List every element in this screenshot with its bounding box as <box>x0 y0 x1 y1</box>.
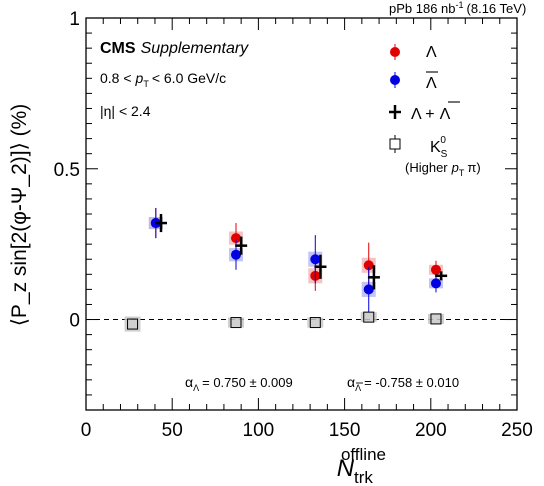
legend-marker-combined <box>389 105 401 119</box>
data-point <box>230 233 241 244</box>
syst-box <box>360 312 377 323</box>
alpha-antilambda-label: αΛ = -0.758 ± 0.010 <box>347 374 459 393</box>
x-tick-label: 0 <box>81 420 92 441</box>
y-axis-title: ⟨P_z sin[2(φ-Ψ_2)]⟩ (%) <box>8 104 31 327</box>
data-point <box>363 284 374 295</box>
alpha-lambda-label: αΛ = 0.750 ± 0.009 <box>185 374 293 393</box>
syst-box <box>427 313 444 324</box>
x-tick-label: 200 <box>415 420 447 441</box>
eta-cut-label: |η| < 2.4 <box>100 103 151 119</box>
plot-frame <box>85 17 518 411</box>
legend-label-lambda: Λ <box>426 44 437 61</box>
axis-tick-labels: 0 50 100 150 200 250 0 0.5 1 <box>54 9 533 441</box>
legend-label-antilambda: Λ <box>426 75 437 92</box>
x-tick-label: 150 <box>329 420 361 441</box>
data-point <box>363 260 374 271</box>
x-tick-label: 250 <box>501 420 533 441</box>
pt-cut-label: 0.8 < pT < 6.0 GeV/c <box>100 70 226 89</box>
cms-label: CMS Supplementary <box>100 40 249 57</box>
data-point <box>230 249 241 260</box>
legend-label-combined: Λ + Λ <box>411 106 451 123</box>
data-point <box>309 317 321 329</box>
data-marks <box>127 207 448 330</box>
collision-label: pPb 186 nb-1 (8.16 TeV) <box>389 0 526 16</box>
legend-label-ks0: KS0 <box>430 135 448 160</box>
legend-marker-ks0 <box>389 138 401 150</box>
legend-label-higher-pt: (Higher pT π) <box>405 160 481 178</box>
data-point <box>363 311 375 323</box>
data-point <box>310 254 321 265</box>
y-tick-label: 0 <box>69 311 80 332</box>
y-tick-label: 1 <box>69 9 80 30</box>
x-tick-label: 50 <box>162 420 183 441</box>
syst-box <box>227 317 244 328</box>
data-point <box>127 318 139 330</box>
data-point <box>430 313 442 325</box>
y-tick-label: 0.5 <box>54 160 80 181</box>
data-point <box>430 278 441 289</box>
axis-ticks <box>85 17 518 411</box>
systematic-boxes <box>124 217 444 332</box>
x-axis-title: Ntrkoffline <box>337 445 386 486</box>
x-tick-label: 100 <box>243 420 275 441</box>
syst-box <box>124 316 141 332</box>
data-point <box>430 264 441 275</box>
syst-box <box>307 317 324 328</box>
legend: Λ Λ Λ + Λ KS0 (Higher pT π) <box>389 44 481 178</box>
data-point <box>230 317 242 329</box>
